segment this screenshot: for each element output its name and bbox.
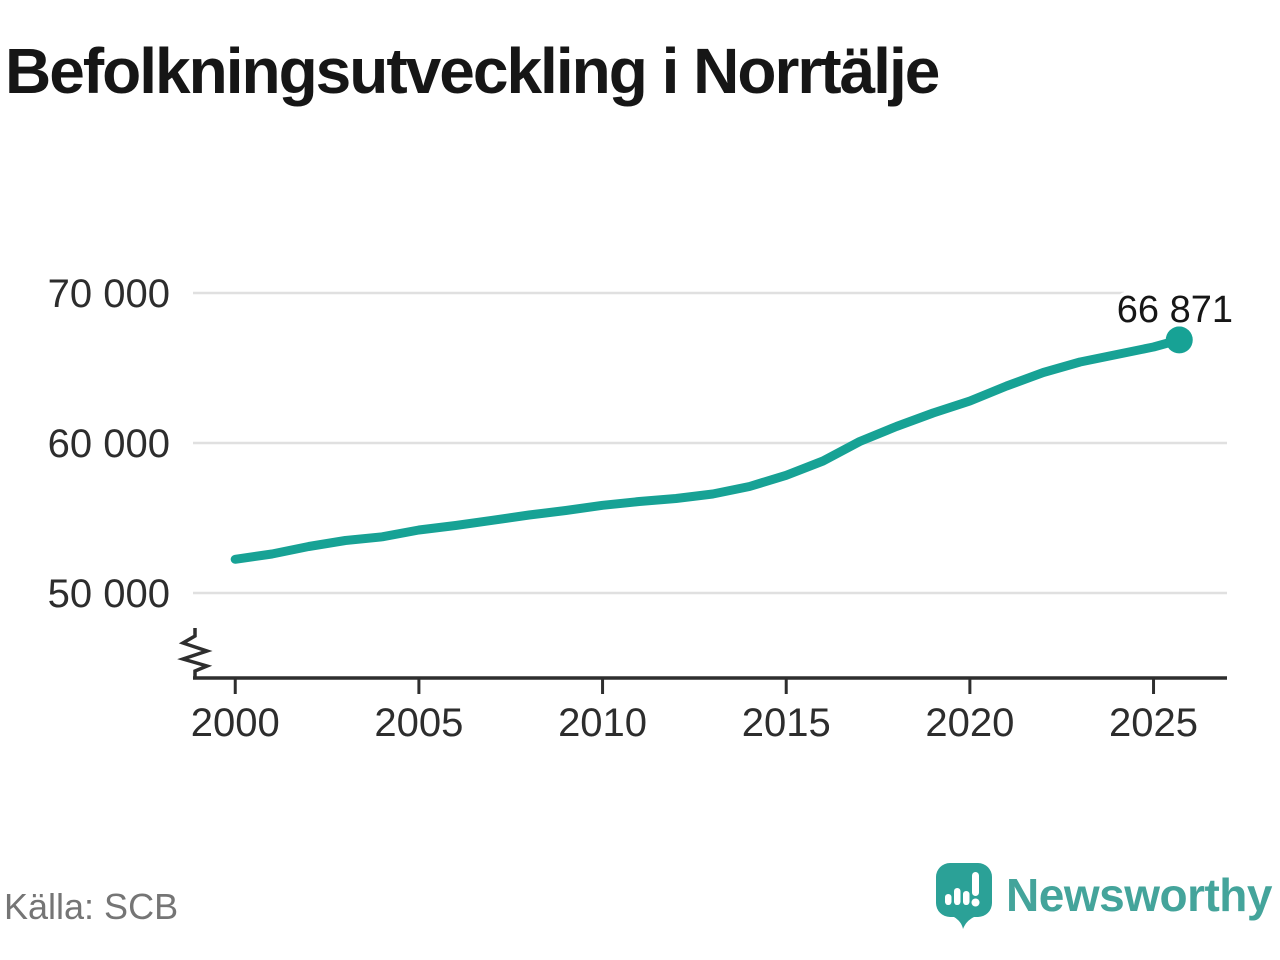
x-axis-tick-label: 2010 xyxy=(558,701,647,745)
y-axis-tick-label: 50 000 xyxy=(48,572,170,616)
x-axis-tick-label: 2005 xyxy=(374,701,463,745)
y-axis-tick-label: 60 000 xyxy=(48,422,170,466)
series-end-dot xyxy=(1165,326,1193,354)
speech-bubble-bar-chart-icon xyxy=(936,863,993,929)
newsworthy-wordmark: Newsworthy xyxy=(1006,869,1272,921)
x-axis-tick-label: 2020 xyxy=(925,701,1014,745)
page-title: Befolkningsutveckling i Norrtälje xyxy=(5,35,940,107)
newsworthy-logo: Newsworthy xyxy=(935,862,1272,930)
latest-value-label: 66 871 xyxy=(1117,289,1233,331)
source-label: Källa: SCB xyxy=(4,886,179,927)
axis-break-icon xyxy=(177,628,213,678)
population-series-line xyxy=(230,335,1184,564)
x-axis-tick-label: 2025 xyxy=(1109,701,1198,745)
x-axis-tick-label: 2015 xyxy=(742,701,831,745)
x-axis-tick-label: 2000 xyxy=(191,701,280,745)
y-axis-tick-label: 70 000 xyxy=(48,272,170,316)
